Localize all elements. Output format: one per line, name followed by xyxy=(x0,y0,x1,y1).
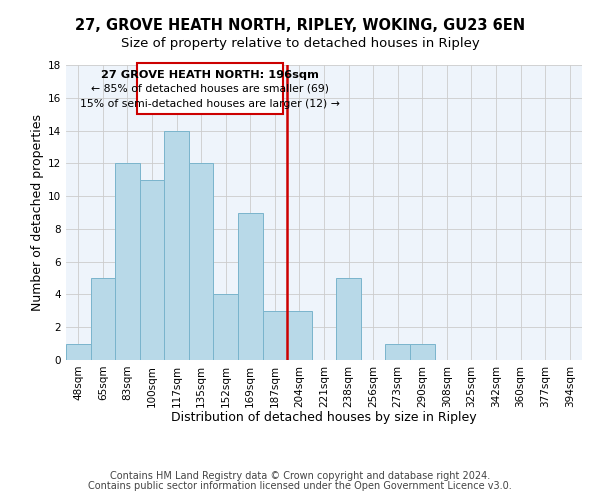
Text: Contains HM Land Registry data © Crown copyright and database right 2024.: Contains HM Land Registry data © Crown c… xyxy=(110,471,490,481)
Text: 15% of semi-detached houses are larger (12) →: 15% of semi-detached houses are larger (… xyxy=(80,100,340,110)
Bar xyxy=(336,278,361,360)
Bar xyxy=(214,294,238,360)
Bar xyxy=(238,212,263,360)
X-axis label: Distribution of detached houses by size in Ripley: Distribution of detached houses by size … xyxy=(171,411,477,424)
Bar xyxy=(385,344,410,360)
Text: 27, GROVE HEATH NORTH, RIPLEY, WOKING, GU23 6EN: 27, GROVE HEATH NORTH, RIPLEY, WOKING, G… xyxy=(75,18,525,32)
Bar xyxy=(189,164,214,360)
Bar xyxy=(287,311,312,360)
Text: Contains public sector information licensed under the Open Government Licence v3: Contains public sector information licen… xyxy=(88,481,512,491)
Bar xyxy=(115,164,140,360)
Text: 27 GROVE HEATH NORTH: 196sqm: 27 GROVE HEATH NORTH: 196sqm xyxy=(101,70,319,80)
Bar xyxy=(140,180,164,360)
FancyBboxPatch shape xyxy=(137,64,283,114)
Bar xyxy=(263,311,287,360)
Bar xyxy=(66,344,91,360)
Bar xyxy=(164,130,189,360)
Bar xyxy=(410,344,434,360)
Text: Size of property relative to detached houses in Ripley: Size of property relative to detached ho… xyxy=(121,38,479,51)
Bar xyxy=(91,278,115,360)
Text: ← 85% of detached houses are smaller (69): ← 85% of detached houses are smaller (69… xyxy=(91,84,329,94)
Y-axis label: Number of detached properties: Number of detached properties xyxy=(31,114,44,311)
